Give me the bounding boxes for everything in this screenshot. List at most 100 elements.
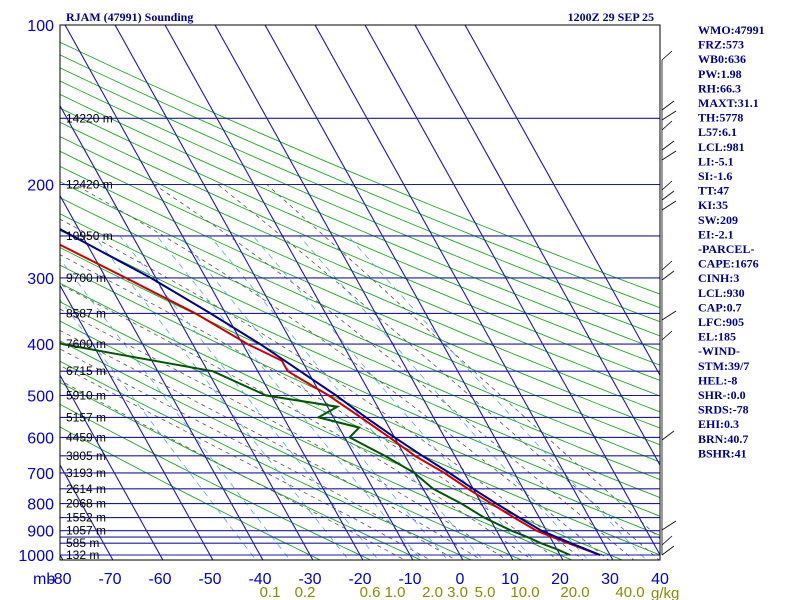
moist-adiabats bbox=[60, 184, 660, 560]
dry-adiabat bbox=[60, 381, 423, 560]
wind-barbs bbox=[661, 50, 677, 556]
index-value: HEL:-8 bbox=[698, 373, 737, 387]
isotherm-line bbox=[114, 25, 414, 560]
mixing-ratio-label: 40.0 bbox=[615, 584, 644, 600]
altitude-label: 9700 m bbox=[66, 271, 106, 285]
index-value: TH:5778 bbox=[698, 111, 743, 125]
index-value: PW:1.98 bbox=[698, 67, 742, 81]
index-value: STM:39/7 bbox=[698, 359, 749, 373]
index-value: TT:47 bbox=[698, 184, 729, 198]
index-value: SRDS:-78 bbox=[698, 403, 749, 417]
isotherm-line bbox=[60, 374, 164, 560]
pressure-unit-label: mb bbox=[33, 571, 55, 588]
altitude-label: 585 m bbox=[66, 536, 99, 550]
index-value: L57:6.1 bbox=[698, 125, 737, 139]
pressure-tick-labels: 100 200 300 400 500 600 700 800 900 1000 bbox=[18, 18, 54, 565]
temperature-tick-label: 10 bbox=[501, 571, 519, 588]
index-value: SW:209 bbox=[698, 213, 738, 227]
isotherms bbox=[60, 25, 660, 560]
mixing-ratio-label: 2.0 bbox=[422, 584, 443, 600]
index-value: WB0:636 bbox=[698, 52, 746, 66]
mixing-ratio-label: 10.0 bbox=[510, 584, 539, 600]
dry-adiabat bbox=[60, 282, 660, 556]
wind-barb bbox=[661, 545, 675, 556]
isotherm-line bbox=[364, 25, 660, 557]
temperature-tick-label: 20 bbox=[551, 571, 569, 588]
altitude-label: 2068 m bbox=[66, 497, 106, 511]
mixing-ratio-label: 0.6 bbox=[360, 584, 381, 600]
isotherm-line bbox=[60, 463, 114, 560]
moist-adiabat bbox=[266, 184, 660, 539]
index-value: SI:-1.6 bbox=[698, 169, 732, 183]
index-value: -WIND- bbox=[698, 344, 740, 358]
temperature-tick-label: 40 bbox=[651, 571, 669, 588]
index-value: WMO:47991 bbox=[698, 23, 765, 37]
moist-adiabat bbox=[60, 348, 457, 560]
temperature-tick-label: -80 bbox=[48, 571, 71, 588]
index-value: LFC:905 bbox=[698, 315, 744, 329]
mixing-ratio-unit: g/kg bbox=[651, 585, 679, 600]
mixing-ratio-label: 1.0 bbox=[385, 584, 406, 600]
altitude-label: 8587 m bbox=[66, 306, 106, 320]
wind-barb bbox=[661, 330, 673, 341]
dry-adiabat bbox=[60, 403, 372, 560]
index-value: LCL:981 bbox=[698, 140, 745, 154]
pressure-tick-label: 400 bbox=[27, 337, 54, 354]
altitude-label: 3805 m bbox=[66, 449, 106, 463]
temperature-tick-label: -10 bbox=[398, 571, 421, 588]
moist-adiabat bbox=[153, 184, 635, 560]
index-value: FRZ:573 bbox=[698, 38, 744, 52]
index-value: EHI:0.3 bbox=[698, 417, 739, 431]
wind-barb bbox=[661, 190, 675, 201]
index-value: LCL:930 bbox=[698, 286, 745, 300]
index-value: MAXT:31.1 bbox=[698, 96, 759, 110]
temperature-tick-label: -50 bbox=[198, 571, 221, 588]
temperature-tick-label: -30 bbox=[298, 571, 321, 588]
altitude-label: 132 m bbox=[66, 548, 99, 562]
mixing-ratio-label: 3.0 bbox=[447, 584, 468, 600]
index-value: EL:185 bbox=[698, 330, 736, 344]
wind-barb bbox=[661, 270, 675, 281]
index-value: KI:35 bbox=[698, 198, 728, 212]
isotherm-line bbox=[60, 194, 264, 560]
wind-barb bbox=[661, 120, 673, 131]
altitude-label: 1552 m bbox=[66, 511, 106, 525]
moist-adiabat bbox=[74, 184, 610, 560]
pressure-tick-label: 1000 bbox=[18, 548, 54, 565]
sounding-line bbox=[60, 341, 571, 556]
moist-adiabat bbox=[60, 329, 482, 560]
temperature-tick-label: 0 bbox=[456, 571, 465, 588]
temperature-tick-label: -60 bbox=[148, 571, 171, 588]
wind-barb bbox=[661, 430, 675, 441]
pressure-tick-label: 300 bbox=[27, 271, 54, 288]
dry-adiabat bbox=[60, 426, 322, 560]
wind-barb bbox=[661, 100, 675, 111]
pressure-tick-label: 600 bbox=[27, 430, 54, 447]
index-value: RH:66.3 bbox=[698, 81, 741, 95]
wind-barb bbox=[661, 140, 675, 151]
wind-barb bbox=[661, 200, 677, 211]
mixing-ratio-line bbox=[298, 235, 589, 560]
pressure-tick-label: 800 bbox=[27, 497, 54, 514]
pressure-tick-label: 500 bbox=[27, 389, 54, 406]
index-value: EI:-2.1 bbox=[698, 227, 734, 241]
temperature-tick-label: -40 bbox=[248, 571, 271, 588]
pressure-tick-label: 100 bbox=[27, 18, 54, 35]
dry-adiabat bbox=[60, 360, 473, 560]
moist-adiabat bbox=[60, 283, 533, 560]
altitude-label: 7600 m bbox=[66, 337, 106, 351]
mixing-ratio-label: 5.0 bbox=[475, 584, 496, 600]
isotherm-line bbox=[314, 25, 614, 560]
moist-adiabat bbox=[217, 184, 660, 560]
altitude-labels: 14220 m 12420 m 10950 m 9700 m 8587 m 7600 m 6… bbox=[66, 111, 113, 562]
index-value: BRN:40.7 bbox=[698, 432, 748, 446]
altitude-label: 1057 m bbox=[66, 524, 106, 538]
isotherm-line bbox=[64, 25, 364, 560]
pressure-tick-label: 200 bbox=[27, 178, 54, 195]
wind-barb bbox=[661, 260, 673, 271]
mixing-ratio-label: 0.1 bbox=[260, 584, 281, 600]
wind-barb bbox=[661, 110, 677, 121]
isotherm-line bbox=[60, 284, 214, 560]
mixing-ratio-label: 0.2 bbox=[295, 584, 316, 600]
